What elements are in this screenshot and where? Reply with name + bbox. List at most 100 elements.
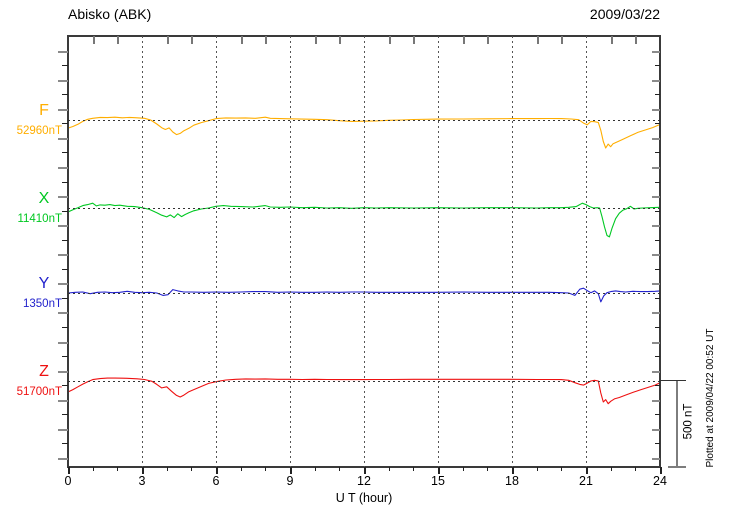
top-tick-22h bbox=[610, 36, 613, 44]
right-y-tick bbox=[652, 254, 660, 257]
bottom-tick-14h bbox=[413, 467, 415, 471]
bottom-tick-12h bbox=[364, 467, 366, 474]
right-y-tick bbox=[652, 166, 660, 169]
left-y-tick bbox=[62, 356, 68, 358]
top-tick-8h bbox=[265, 36, 268, 44]
x-tick-label-3: 3 bbox=[138, 474, 146, 488]
left-y-tick bbox=[58, 254, 68, 257]
bottom-tick-11h bbox=[339, 467, 341, 471]
x-tick-label-15: 15 bbox=[431, 474, 445, 488]
series-label-Y: Y bbox=[38, 275, 50, 292]
left-y-tick bbox=[58, 50, 68, 53]
bottom-tick-3h bbox=[142, 467, 144, 474]
x-tick-label-0: 0 bbox=[64, 474, 72, 488]
bottom-tick-16h bbox=[462, 467, 464, 471]
bottom-tick-7h bbox=[240, 467, 242, 471]
top-tick-13h bbox=[388, 36, 391, 44]
plotted-at-note: Plotted at 2009/04/22 00:52 UT bbox=[705, 328, 716, 468]
right-y-tick bbox=[655, 239, 660, 241]
gridline-9h bbox=[290, 36, 291, 467]
trace-Z bbox=[67, 377, 661, 405]
bottom-tick-21h bbox=[586, 467, 588, 474]
top-tick-5h bbox=[191, 36, 194, 44]
bottom-tick-2h bbox=[117, 467, 119, 471]
bottom-tick-18h bbox=[512, 467, 514, 474]
x-tick-label-18: 18 bbox=[505, 474, 519, 488]
right-y-tick bbox=[655, 181, 660, 183]
series-baseline-Y: 1350nT bbox=[22, 298, 62, 310]
top-tick-14h bbox=[413, 36, 416, 44]
left-y-tick bbox=[62, 268, 68, 270]
trace-Y bbox=[67, 287, 661, 303]
x-tick-label-24: 24 bbox=[653, 474, 667, 488]
scale-bar-label: 500 nT bbox=[682, 403, 695, 440]
right-y-tick bbox=[652, 79, 660, 82]
gridline-15h bbox=[438, 36, 439, 467]
bottom-tick-24h bbox=[660, 467, 662, 474]
series-baseline-Z: 51700nT bbox=[16, 386, 62, 398]
gridline-6h bbox=[216, 36, 217, 467]
right-y-tick bbox=[655, 385, 660, 387]
plot-date: 2009/03/22 bbox=[589, 6, 660, 22]
left-y-tick bbox=[62, 152, 68, 154]
top-tick-20h bbox=[561, 36, 564, 44]
left-y-tick bbox=[58, 137, 68, 140]
x-tick-label-12: 12 bbox=[357, 474, 371, 488]
bottom-tick-8h bbox=[265, 467, 267, 471]
right-y-tick bbox=[655, 65, 660, 67]
right-y-tick bbox=[655, 327, 660, 328]
trace-canvas bbox=[67, 116, 661, 405]
bottom-tick-10h bbox=[314, 467, 316, 471]
bottom-tick-15h bbox=[438, 467, 440, 474]
left-y-tick bbox=[62, 181, 68, 183]
left-y-tick bbox=[58, 399, 68, 402]
right-y-tick bbox=[652, 341, 660, 344]
top-tick-4h bbox=[166, 36, 169, 44]
left-y-tick bbox=[62, 94, 68, 96]
x-tick-label-6: 6 bbox=[212, 474, 220, 488]
right-y-tick bbox=[652, 108, 660, 111]
left-y-tick bbox=[58, 108, 68, 111]
left-y-tick bbox=[62, 297, 68, 299]
left-y-tick bbox=[58, 341, 68, 344]
series-label-F: F bbox=[39, 102, 49, 119]
bottom-tick-1h bbox=[92, 467, 94, 471]
baseline-X bbox=[68, 208, 660, 209]
baseline-Y bbox=[68, 293, 660, 294]
x-axis-title: U T (hour) bbox=[335, 491, 393, 505]
top-tick-16h bbox=[462, 36, 465, 44]
station-title: Abisko (ABK) bbox=[68, 6, 152, 22]
top-tick-23h bbox=[635, 36, 638, 44]
top-tick-10h bbox=[314, 36, 317, 44]
gridline-18h bbox=[512, 36, 513, 467]
right-y-tick bbox=[655, 210, 660, 212]
left-y-tick bbox=[58, 312, 68, 315]
gridline-21h bbox=[586, 36, 587, 467]
right-y-tick bbox=[652, 399, 660, 402]
x-tick-label-21: 21 bbox=[579, 474, 593, 488]
left-y-tick bbox=[58, 428, 68, 431]
right-y-tick bbox=[655, 443, 660, 445]
top-tick-19h bbox=[536, 36, 539, 44]
x-tick-label-9: 9 bbox=[286, 474, 294, 488]
right-y-tick bbox=[652, 50, 660, 53]
left-y-tick bbox=[62, 65, 68, 67]
right-y-tick bbox=[655, 152, 660, 154]
left-y-tick bbox=[62, 385, 68, 387]
left-y-tick bbox=[58, 166, 68, 169]
left-y-tick bbox=[62, 414, 68, 416]
right-y-tick bbox=[652, 283, 660, 286]
right-y-tick bbox=[655, 94, 660, 96]
bottom-tick-9h bbox=[290, 467, 292, 474]
right-y-tick bbox=[652, 225, 660, 228]
left-y-tick bbox=[58, 196, 68, 199]
bottom-tick-22h bbox=[610, 467, 612, 471]
gridline-3h bbox=[142, 36, 143, 467]
bottom-tick-20h bbox=[561, 467, 563, 471]
bottom-tick-13h bbox=[388, 467, 390, 471]
left-y-tick bbox=[58, 283, 68, 286]
bottom-tick-17h bbox=[487, 467, 489, 471]
right-y-tick bbox=[655, 414, 660, 416]
left-y-tick bbox=[58, 457, 68, 460]
trace-F bbox=[67, 116, 661, 149]
